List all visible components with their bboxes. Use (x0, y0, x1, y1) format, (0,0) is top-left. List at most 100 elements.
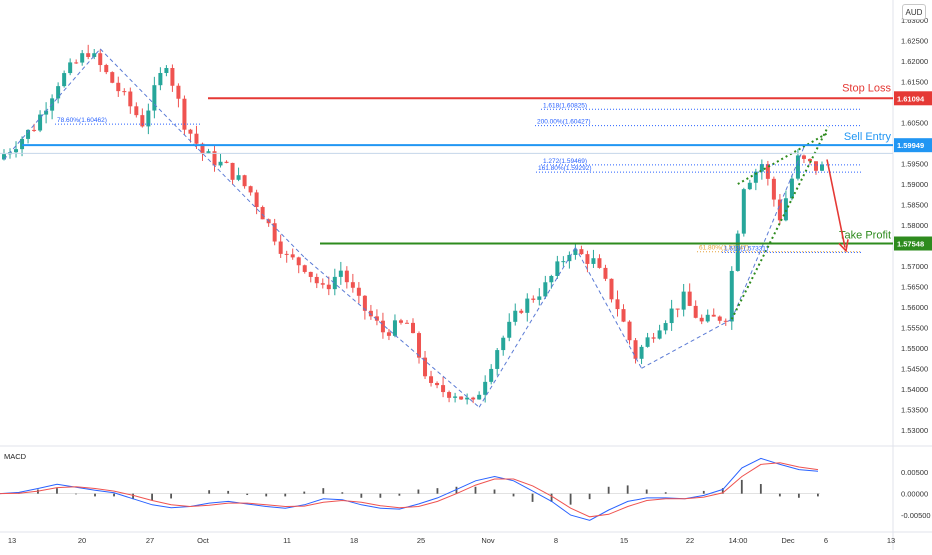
macd-histogram-bar (398, 493, 401, 496)
candle-body (272, 223, 277, 242)
candle-body (206, 151, 211, 154)
candle-body (585, 254, 590, 264)
candle-body (693, 305, 698, 318)
macd-histogram-bar (303, 491, 306, 494)
macd-histogram-bar (360, 493, 363, 498)
y-tick-label: 1.56500 (901, 282, 928, 291)
candle-body (164, 68, 169, 74)
candle-body (20, 138, 25, 150)
candle-body (32, 129, 37, 131)
candle-body (68, 62, 73, 74)
fib-label: 1.618(1.57331) (724, 245, 768, 252)
candle-body (525, 298, 530, 313)
x-tick-label: 13 (8, 536, 16, 545)
candle-body (80, 53, 85, 63)
candle-body (729, 270, 734, 322)
candle-body (176, 85, 181, 99)
level-name-label: Take Profit (839, 230, 891, 242)
macd-histogram-bar (417, 489, 420, 494)
candle-body (14, 149, 19, 153)
macd-histogram-bar (284, 493, 287, 497)
fib-label: 78.60%(1.60462) (57, 117, 107, 124)
candle-body (699, 317, 704, 322)
macd-line (0, 457, 819, 521)
candle-body (591, 258, 596, 264)
candle-body (158, 73, 163, 86)
candle-body (513, 310, 518, 322)
candle-body (44, 110, 49, 115)
macd-tick-label: 0.00500 (901, 468, 928, 477)
y-tick-label: 1.55000 (901, 344, 928, 353)
x-tick-label: Oct (197, 536, 210, 545)
candle-body (314, 276, 319, 284)
macd-histogram-bar (569, 493, 572, 505)
macd-histogram-bar (817, 493, 819, 497)
candle-body (326, 284, 331, 290)
candle-body (465, 397, 470, 400)
macd-histogram-bar (702, 490, 705, 494)
y-tick-label: 1.62000 (901, 57, 928, 66)
macd-histogram-bar (664, 492, 667, 494)
macd-tick-label: -0.00500 (901, 511, 931, 520)
level-name-label: Sell Entry (844, 131, 892, 143)
macd-histogram-bar (322, 488, 325, 494)
fib-label: 61.80%(1.57347) (699, 245, 749, 252)
y-tick-label: 1.58500 (901, 201, 928, 210)
macd-histogram-bar (170, 493, 173, 499)
candle-body (681, 291, 686, 310)
candle-body (134, 106, 139, 116)
candle-body (477, 394, 482, 400)
candle-body (747, 182, 752, 190)
candle-body (507, 321, 512, 338)
macd-tick-label: 0.00000 (901, 490, 928, 499)
candle-body (194, 133, 199, 144)
candle-body (807, 158, 812, 162)
x-tick-label: 14:00 (729, 536, 748, 545)
y-tick-label: 1.63000 (901, 16, 928, 25)
candle-body (74, 62, 79, 64)
zigzag-line (304, 257, 480, 408)
macd-histogram-bar (265, 493, 268, 497)
level-price-tag (894, 236, 932, 251)
candle-body (62, 73, 67, 87)
candle-body (116, 82, 121, 92)
fib-label: 200.00%(1.60427) (537, 119, 591, 126)
y-tick-label: 1.61500 (901, 78, 928, 87)
candle-body (38, 114, 43, 131)
candle-body (104, 65, 109, 73)
macd-histogram-bar (721, 488, 724, 494)
macd-histogram-bar (151, 493, 153, 501)
candle-body (435, 382, 440, 386)
candle-body (392, 320, 397, 336)
y-tick-label: 1.54500 (901, 364, 928, 373)
candle-body (188, 129, 193, 134)
candle-body (531, 298, 536, 300)
level-price-tag (894, 91, 932, 106)
signal-line (0, 462, 819, 518)
macd-histogram-bar (75, 493, 77, 495)
macd-histogram-bar (531, 493, 534, 502)
candle-body (471, 397, 476, 400)
x-tick-label: 20 (78, 536, 86, 545)
candle-body (765, 164, 770, 179)
y-tick-label: 1.55500 (901, 323, 928, 332)
zigzag-line (478, 247, 576, 408)
y-tick-label: 1.59500 (901, 160, 928, 169)
y-tick-label: 1.62500 (901, 37, 928, 46)
level-price-label: 1.59949 (897, 141, 924, 150)
macd-histogram-bar (436, 488, 439, 494)
candle-body (705, 314, 710, 322)
candle-body (813, 161, 818, 171)
macd-histogram-bar (208, 490, 211, 494)
x-tick-label: 6 (824, 536, 828, 545)
candle-body (380, 320, 385, 333)
macd-histogram-bar (550, 493, 553, 502)
candle-body (218, 161, 223, 166)
macd-histogram-bar (797, 493, 800, 498)
candle-body (398, 320, 403, 323)
candle-body (561, 261, 566, 263)
candle-body (86, 53, 91, 57)
candle-body (567, 254, 572, 262)
x-tick-label: Nov (481, 536, 495, 545)
